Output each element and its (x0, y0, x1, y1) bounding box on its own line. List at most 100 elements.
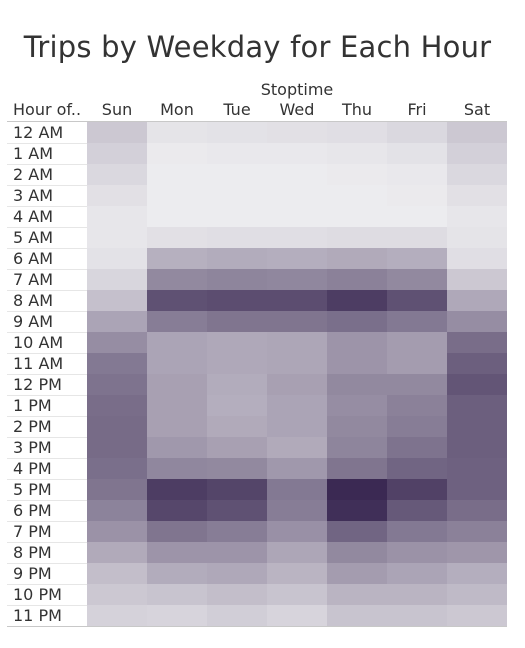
heatmap-cell (267, 521, 327, 542)
row-label: 1 PM (13, 396, 52, 415)
heatmap-cell (387, 353, 447, 374)
heatmap-cell (207, 206, 267, 227)
heatmap-cell (387, 584, 447, 605)
column-field-label: Stoptime (260, 80, 334, 99)
heatmap-cell (147, 332, 207, 353)
bottom-divider (7, 626, 507, 627)
heatmap-cell (147, 185, 207, 206)
row-label: 7 AM (13, 270, 54, 289)
heatmap-cell (87, 479, 147, 500)
heatmap-cell (87, 206, 147, 227)
heatmap-cell (447, 353, 507, 374)
heatmap-cell (87, 563, 147, 584)
heatmap-cell (147, 458, 207, 479)
heatmap-cell (267, 542, 327, 563)
heatmap-cell (147, 353, 207, 374)
heatmap-cell (207, 143, 267, 164)
heatmap-cell (147, 227, 207, 248)
heatmap-cell (447, 269, 507, 290)
heatmap-cell (387, 479, 447, 500)
heatmap-cell (147, 164, 207, 185)
heatmap-cell (87, 290, 147, 311)
heatmap-cell (267, 164, 327, 185)
heatmap-cell (87, 332, 147, 353)
heatmap-cell (387, 290, 447, 311)
heatmap-cell (267, 269, 327, 290)
heatmap-cell (267, 416, 327, 437)
row-label: 2 PM (13, 417, 52, 436)
column-header-tue: Tue (223, 100, 251, 119)
row-label: 3 AM (13, 186, 54, 205)
row-divider (7, 521, 87, 522)
row-label: 4 AM (13, 207, 54, 226)
heatmap-cell (267, 374, 327, 395)
heatmap-cell (327, 479, 387, 500)
heatmap-cell (267, 248, 327, 269)
heatmap-cell (447, 395, 507, 416)
column-header-sat: Sat (463, 100, 491, 119)
row-divider (7, 584, 87, 585)
heatmap-cell (447, 416, 507, 437)
row-label: 5 AM (13, 228, 54, 247)
heatmap-cell (447, 437, 507, 458)
heatmap-cell (267, 227, 327, 248)
heatmap-cell (387, 269, 447, 290)
heatmap-cell (447, 248, 507, 269)
row-label: 8 PM (13, 543, 52, 562)
row-label: 3 PM (13, 438, 52, 457)
heatmap-cell (387, 206, 447, 227)
heatmap-cell (207, 122, 267, 143)
heatmap-cell (87, 521, 147, 542)
heatmap-cell (327, 143, 387, 164)
heatmap-cell (447, 227, 507, 248)
heatmap-cell (447, 458, 507, 479)
chart-title: Trips by Weekday for Each Hour (23, 30, 492, 64)
heatmap-cell (327, 521, 387, 542)
heatmap-cell (387, 143, 447, 164)
heatmap-cell (147, 311, 207, 332)
row-divider (7, 206, 87, 207)
heatmap-cell (327, 248, 387, 269)
row-label: 11 PM (13, 606, 62, 625)
heatmap-cell (147, 605, 207, 626)
heatmap-cell (387, 248, 447, 269)
row-divider (7, 500, 87, 501)
heatmap-cell (267, 584, 327, 605)
row-divider (7, 479, 87, 480)
heatmap-cell (387, 374, 447, 395)
heatmap-cell (87, 248, 147, 269)
heatmap-cell (387, 563, 447, 584)
heatmap-cell (87, 437, 147, 458)
heatmap-cell (147, 374, 207, 395)
heatmap-cell (387, 395, 447, 416)
row-divider (7, 311, 87, 312)
heatmap-cell (147, 521, 207, 542)
heatmap-cell (387, 122, 447, 143)
heatmap-cell (267, 185, 327, 206)
row-divider (7, 227, 87, 228)
heatmap-cell (87, 353, 147, 374)
heatmap-cell (327, 164, 387, 185)
row-divider (7, 269, 87, 270)
heatmap-cell (327, 185, 387, 206)
row-divider (7, 143, 87, 144)
heatmap-cell (447, 479, 507, 500)
heatmap-cell (327, 311, 387, 332)
heatmap-cell (327, 500, 387, 521)
heatmap-cell (87, 458, 147, 479)
heatmap-cell (87, 542, 147, 563)
heatmap-cell (267, 206, 327, 227)
heatmap-cell (147, 122, 207, 143)
heatmap-cell (327, 395, 387, 416)
row-divider (7, 395, 87, 396)
heatmap-cell (207, 311, 267, 332)
heatmap-cell (147, 248, 207, 269)
row-label: 11 AM (13, 354, 64, 373)
heatmap-cell (387, 458, 447, 479)
heatmap-cell (327, 437, 387, 458)
heatmap-cell (447, 290, 507, 311)
heatmap-cell (387, 542, 447, 563)
heatmap-cell (147, 542, 207, 563)
heatmap-cell (327, 206, 387, 227)
row-divider (7, 563, 87, 564)
